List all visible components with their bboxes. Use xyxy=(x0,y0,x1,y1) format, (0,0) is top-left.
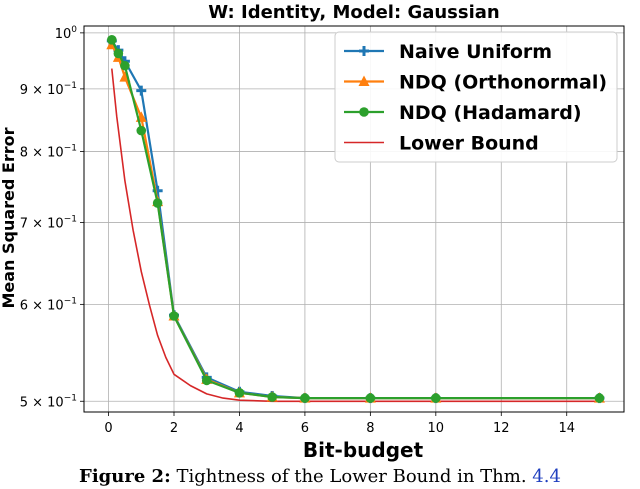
x-tick-label: 6 xyxy=(301,421,309,436)
data-point-ndq-hadamard xyxy=(365,393,376,403)
x-tick-label: 0 xyxy=(104,421,112,436)
data-point-ndq-hadamard xyxy=(300,393,310,403)
legend-label: Lower Bound xyxy=(399,133,539,155)
x-tick-label: 8 xyxy=(366,421,374,436)
x-tick-label: 10 xyxy=(428,421,445,436)
legend-item-ndq-orthonormal: NDQ (Orthonormal) xyxy=(344,72,607,94)
x-tick-label: 14 xyxy=(558,421,575,436)
x-tick-label: 12 xyxy=(493,421,510,436)
legend-label: NDQ (Orthonormal) xyxy=(399,72,607,94)
caption-text: Tightness of the Lower Bound in Thm. xyxy=(176,466,527,487)
legend-swatch-marker xyxy=(359,46,369,56)
y-axis-label: Mean Squared Error xyxy=(0,127,18,308)
legend-item-lower-bound: Lower Bound xyxy=(344,133,539,155)
legend-label: Naive Uniform xyxy=(399,41,552,63)
data-point-ndq-hadamard xyxy=(113,48,124,59)
data-point-ndq-hadamard xyxy=(107,35,117,45)
y-tick-label: 9 × 10−1 xyxy=(20,81,77,98)
chart-title: W: Identity, Model: Gaussian xyxy=(208,2,500,23)
data-point-ndq-hadamard xyxy=(152,198,163,208)
x-tick-label: 4 xyxy=(235,421,243,436)
data-point-ndq-hadamard xyxy=(431,393,441,403)
figure-caption: Figure 2: Tightness of the Lower Bound i… xyxy=(0,466,640,487)
y-tick-label: 8 × 10−1 xyxy=(20,143,77,160)
y-tick-label: 7 × 10−1 xyxy=(20,214,77,231)
axis-ticks: 0 2 4 6 8 10 12 14 100 9 × 10−1 8 × 10−1 7 × 10−1 6 … xyxy=(20,25,575,436)
caption-reference-link[interactable]: 4.4 xyxy=(532,466,561,487)
y-tick-label: 100 xyxy=(55,25,78,42)
legend-item-naive-uniform: Naive Uniform xyxy=(344,41,552,63)
data-point-ndq-hadamard xyxy=(120,60,130,71)
chart-legend: Naive Uniform NDQ (Orthonormal) NDQ (Hadam… xyxy=(334,31,618,163)
legend-label: NDQ (Hadamard) xyxy=(399,102,582,124)
y-tick-label: 5 × 10−1 xyxy=(20,393,77,410)
data-point-ndq-hadamard xyxy=(267,392,277,402)
legend-box xyxy=(334,31,618,163)
caption-label: Figure 2: xyxy=(79,466,171,487)
data-point-ndq-hadamard xyxy=(201,375,212,386)
x-axis-label: Bit-budget xyxy=(303,438,424,462)
x-tick-label: 2 xyxy=(170,421,178,436)
data-point-ndq-hadamard xyxy=(234,388,245,398)
legend-swatch-marker xyxy=(359,107,369,117)
plot-series xyxy=(106,35,605,404)
data-point-naive-uniform xyxy=(136,85,147,96)
chart-figure: W: Identity, Model: Gaussian 0 2 4 6 8 10 12 14… xyxy=(0,2,625,462)
plot-frame xyxy=(83,25,625,413)
legend-swatch-marker xyxy=(358,75,370,86)
data-point-ndq-hadamard xyxy=(169,311,179,321)
data-point-ndq-hadamard xyxy=(136,125,147,136)
data-point-ndq-hadamard xyxy=(594,393,605,403)
y-tick-label: 6 × 10−1 xyxy=(20,296,77,313)
legend-item-ndq-hadamard: NDQ (Hadamard) xyxy=(344,102,582,124)
